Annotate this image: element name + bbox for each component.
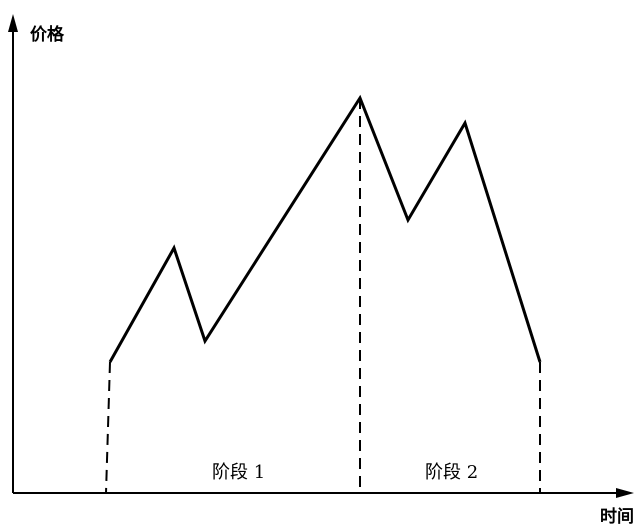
x-axis-label: 时间 xyxy=(600,506,634,526)
phase-1-label: 阶段 1 xyxy=(212,462,265,483)
phase-1-start-boundary xyxy=(105,361,111,494)
price-line xyxy=(108,94,542,363)
x-axis-arrow-icon xyxy=(616,488,634,498)
y-axis-arrow-icon xyxy=(8,14,18,32)
y-axis-label: 价格 xyxy=(30,24,65,45)
phase-2-label: 阶段 2 xyxy=(425,462,478,483)
